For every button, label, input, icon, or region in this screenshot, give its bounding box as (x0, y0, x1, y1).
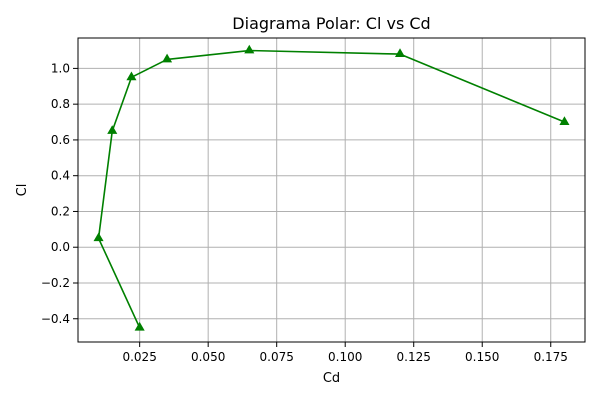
y-tick-label: 0.2 (51, 204, 70, 218)
x-tick-label: 0.050 (191, 350, 225, 364)
data-point-marker (394, 48, 406, 57)
data-point-marker (126, 71, 137, 81)
x-axis-label: Cd (323, 371, 340, 386)
x-tick-label: 0.025 (122, 350, 156, 364)
y-tick-label: 0.4 (51, 169, 70, 183)
x-axis-ticks: 0.025 0.050 0.075 0.100 0.125 0.150 0.175 (122, 342, 568, 364)
y-tick-label: −0.2 (41, 276, 70, 290)
x-tick-label: 0.075 (260, 350, 294, 364)
y-axis-label: Cl (15, 184, 30, 197)
data-point-marker (559, 116, 570, 125)
y-tick-label: −0.4 (41, 312, 70, 326)
series-line (97, 49, 565, 329)
data-point-marker (134, 321, 145, 331)
chart-title: Diagrama Polar: Cl vs Cd (232, 14, 430, 33)
y-tick-label: 0.6 (51, 133, 70, 147)
x-tick-label: 0.100 (328, 350, 362, 364)
y-axis-ticks: −0.4 −0.2 0.0 0.2 0.4 0.6 0.8 1.0 (41, 61, 78, 326)
x-tick-label: 0.150 (465, 350, 499, 364)
x-tick-label: 0.175 (534, 350, 568, 364)
x-tick-label: 0.125 (397, 350, 431, 364)
plot-frame (77, 37, 586, 343)
data-point-marker (93, 232, 104, 242)
grid (78, 38, 585, 342)
data-point-marker (162, 53, 173, 63)
data-point-marker (244, 44, 255, 54)
y-tick-label: 0.0 (51, 240, 70, 254)
data-point-marker (107, 125, 118, 134)
y-tick-label: 0.8 (51, 97, 70, 111)
y-tick-label: 1.0 (51, 61, 70, 75)
plot-area (93, 44, 570, 331)
